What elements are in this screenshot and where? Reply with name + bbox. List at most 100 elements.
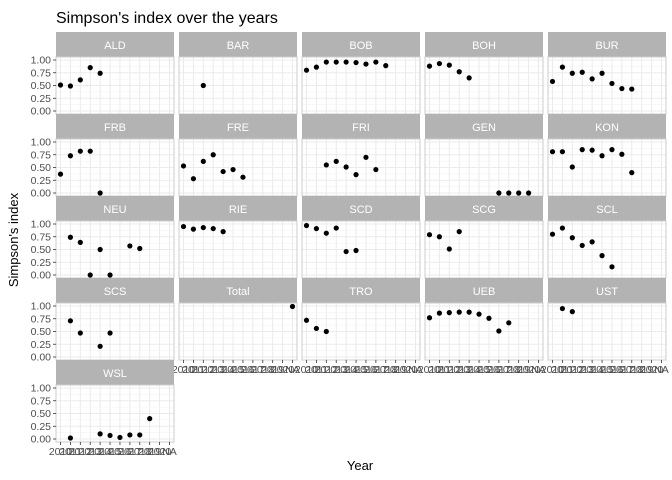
data-point — [137, 432, 143, 438]
data-point — [456, 229, 462, 235]
data-point — [313, 225, 320, 232]
data-point — [97, 190, 103, 196]
data-point — [127, 432, 133, 438]
facet-strip — [56, 114, 174, 139]
y-tick-label: 1.00 — [31, 137, 52, 149]
facet-panel-scs: SCS 0.000.250.500.751.00 — [31, 278, 175, 364]
x-tick-label: 2011 — [428, 364, 451, 376]
x-tick-label: 2013 — [202, 364, 226, 376]
data-point — [303, 317, 310, 323]
facet-panel-scd: SCD — [301, 196, 421, 279]
data-point — [599, 70, 605, 76]
facet-strip — [548, 196, 666, 221]
data-point — [180, 223, 187, 230]
x-tick-label: 2011 — [59, 446, 82, 458]
data-point — [446, 62, 452, 68]
x-tick-label: 2016 — [477, 364, 501, 376]
facet-panel-rie: RIE — [178, 196, 298, 279]
chart-title: Simpson's index over the years — [56, 10, 278, 27]
facet-panel-total: Total 20102011201220132014201520162017201… — [172, 278, 300, 376]
data-point — [117, 434, 123, 441]
x-tick-label: 2018 — [251, 364, 275, 376]
y-tick-label: 0.00 — [31, 270, 52, 282]
data-point — [210, 152, 216, 158]
facet-strip-label: BAR — [227, 40, 250, 52]
facet-strip — [302, 114, 420, 139]
y-tick-label: 0.00 — [31, 352, 52, 364]
facet-strip-label: BOH — [472, 40, 496, 52]
y-tick-label: 0.25 — [31, 175, 52, 187]
facet-strip-label: FRB — [104, 122, 126, 134]
x-tick-label: 2010 — [49, 446, 73, 458]
data-point — [363, 61, 369, 67]
x-tick-label: 2019 — [384, 364, 408, 376]
data-point — [629, 170, 635, 176]
facet-strip — [425, 278, 543, 303]
facet-panel-bur: BUR — [547, 32, 667, 115]
data-point — [323, 328, 329, 335]
facet-panel-ueb: UEB 2010201120122013201420152016201720182… — [418, 278, 546, 376]
y-tick-label: 0.50 — [31, 244, 52, 256]
panel-border — [424, 302, 544, 361]
x-tick-label: 2010 — [418, 364, 442, 376]
facet-strip-label: SCD — [349, 204, 372, 216]
data-point — [67, 83, 74, 89]
data-point — [353, 247, 359, 254]
data-point — [525, 190, 532, 196]
y-tick-label: 0.25 — [31, 93, 52, 105]
data-point — [363, 154, 369, 160]
x-tick-label: 2014 — [88, 446, 112, 458]
y-tick-label: 0.75 — [31, 313, 52, 325]
x-tick-label: 2018 — [497, 364, 521, 376]
data-point — [373, 59, 379, 65]
x-tick-label: 2015 — [221, 364, 245, 376]
x-tick-label: 2014 — [211, 364, 235, 376]
data-point — [579, 242, 585, 249]
x-tick-label: 2019 — [138, 446, 162, 458]
data-point — [343, 164, 349, 170]
data-point — [313, 64, 320, 70]
facet-strip-label: BOB — [349, 40, 372, 52]
x-tick-label: 2010 — [295, 364, 319, 376]
data-point — [486, 315, 492, 321]
y-tick-label: 0.25 — [31, 339, 52, 351]
data-point — [333, 225, 339, 231]
x-tick-label: 2015 — [590, 364, 614, 376]
x-tick-label: 2014 — [580, 364, 604, 376]
data-point — [97, 246, 103, 253]
y-tick-label: 0.00 — [31, 434, 52, 446]
facet-strip — [56, 32, 174, 57]
data-point — [57, 82, 64, 88]
data-point — [549, 78, 556, 85]
facet-strip — [302, 32, 420, 57]
data-point — [190, 226, 197, 232]
x-tick-label: 2010 — [172, 364, 196, 376]
x-tick-label: 2012 — [192, 364, 216, 376]
x-tick-label: 2012 — [438, 364, 462, 376]
facet-strip — [302, 196, 420, 221]
data-point — [516, 190, 522, 196]
x-tick-label: 2019 — [507, 364, 531, 376]
x-tick-label: NA — [531, 364, 546, 376]
data-point — [107, 272, 113, 278]
x-tick-label: 2017 — [487, 364, 511, 376]
x-tick-label: 2017 — [118, 446, 142, 458]
facet-strip-label: SCS — [104, 286, 127, 298]
data-point — [619, 85, 625, 92]
panel-border — [301, 302, 421, 361]
facet-strip — [548, 114, 666, 139]
data-point — [200, 224, 206, 231]
facet-strip — [56, 196, 174, 221]
y-tick-label: 1.00 — [31, 219, 52, 231]
data-point — [303, 222, 310, 229]
data-point — [303, 67, 310, 73]
x-tick-label: 2012 — [69, 446, 93, 458]
y-tick-label: 0.50 — [31, 162, 52, 174]
data-point — [619, 151, 625, 157]
facet-strip — [548, 278, 666, 303]
data-point — [629, 86, 635, 92]
facet-strip-label: WSL — [103, 368, 127, 380]
facet-strip — [179, 114, 297, 139]
x-tick-label: 2012 — [561, 364, 585, 376]
facet-strip-label: NEU — [103, 204, 126, 216]
